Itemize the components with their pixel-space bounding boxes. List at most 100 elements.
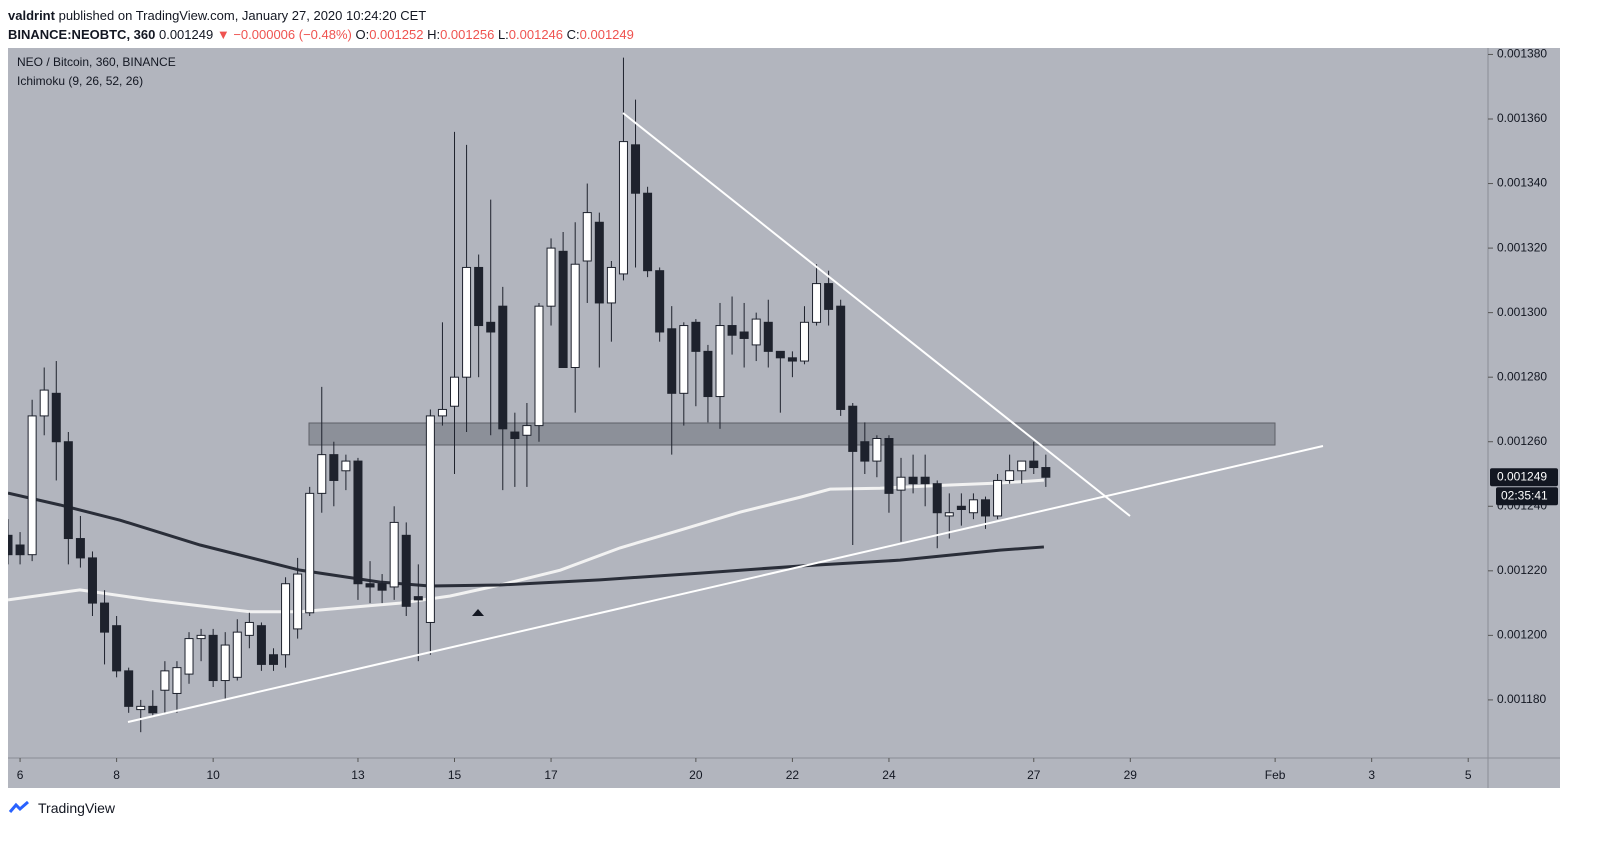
candle-body (437, 408, 447, 417)
candle-body (643, 192, 653, 272)
indicator-line (8, 491, 1045, 588)
footer: TradingView (8, 800, 115, 816)
candle-body (365, 583, 375, 588)
y-tick-label: 0.001340 (1497, 176, 1547, 190)
candle-body (112, 625, 122, 672)
resistance-zone (308, 422, 1276, 446)
candle-body (27, 415, 37, 556)
candle-body (1005, 470, 1015, 481)
candle-body (329, 454, 339, 481)
candle-body (908, 476, 918, 485)
publish-line: valdrint published on TradingView.com, J… (8, 6, 634, 25)
candle-body (268, 654, 278, 665)
candle-body (1029, 460, 1039, 469)
candle-body (462, 266, 472, 378)
last-price-label: 0.001249 (1497, 469, 1547, 483)
x-tick-label: 29 (1124, 768, 1138, 782)
drawings (127, 112, 1324, 723)
quote-line: BINANCE:NEOBTC, 360 0.001249 ▼ −0.000006… (8, 25, 634, 44)
candle-body (136, 705, 146, 711)
ohlc-h-value: 0.001256 (440, 27, 495, 42)
candle-body (570, 263, 580, 368)
candle-body (8, 534, 13, 556)
candle-body (389, 521, 399, 588)
candle-body (836, 305, 846, 410)
candle-body (244, 621, 254, 636)
candle-body (679, 325, 689, 394)
candle-body (932, 483, 942, 514)
change: ▼ −0.000006 (−0.48%) (216, 27, 352, 42)
y-tick-label: 0.001260 (1497, 434, 1547, 448)
candle-body (618, 141, 628, 275)
candle-body (498, 305, 508, 430)
symbol: BINANCE:NEOBTC, 360 (8, 27, 156, 42)
plot (8, 57, 1276, 733)
candle-body (184, 638, 194, 675)
candle-body (872, 438, 882, 462)
last: 0.001249 (158, 27, 214, 42)
candle-body (848, 405, 858, 452)
candle-body (582, 212, 592, 262)
candle-body (920, 476, 930, 485)
candle-body (196, 634, 206, 640)
candle-body (377, 583, 387, 591)
x-tick-label: 10 (206, 768, 220, 782)
candle-body (775, 350, 785, 359)
y-tick-label: 0.001300 (1497, 305, 1547, 319)
candle-body (787, 357, 797, 362)
candle-body (425, 415, 435, 623)
candle-body (317, 454, 327, 494)
countdown: 02:35:41 (1501, 488, 1548, 502)
ohlc-l-value: 0.001246 (508, 27, 564, 42)
y-tick-label: 0.001360 (1497, 111, 1547, 125)
candle-body (486, 321, 496, 333)
y-tick-label: 0.001180 (1497, 692, 1546, 706)
candle-body (956, 505, 966, 511)
candle-body (293, 573, 303, 630)
candle-body (124, 670, 134, 707)
candle-body (256, 625, 266, 665)
last-price-box (1490, 468, 1558, 487)
x-tick-label: Feb (1265, 768, 1286, 782)
candle-body (534, 305, 544, 427)
candle-body (172, 667, 182, 694)
x-tick-label: 17 (544, 768, 558, 782)
candle-body (353, 460, 363, 585)
candle-body (305, 492, 315, 614)
y-tick-label: 0.001380 (1497, 47, 1547, 61)
marker (472, 609, 484, 616)
candle-body (1017, 460, 1027, 472)
x-tick-label: 20 (689, 768, 703, 782)
candle-body (100, 602, 110, 633)
candle-body (896, 476, 906, 491)
x-tick-label: 24 (882, 768, 896, 782)
header: valdrint published on TradingView.com, J… (8, 6, 634, 44)
candle-body (860, 441, 870, 462)
ohlc-c-value: 0.001249 (579, 27, 634, 42)
candle-body (75, 538, 85, 559)
candle-body (281, 583, 291, 656)
candle-body (993, 479, 1003, 517)
candle-body (413, 596, 423, 601)
candle-body (715, 325, 725, 398)
y-tick-label: 0.001320 (1497, 240, 1547, 254)
candle-body (884, 438, 894, 494)
candle-body (546, 247, 556, 307)
candle-body (751, 318, 761, 346)
candle-body (558, 250, 568, 368)
candle-body (631, 144, 641, 194)
candle-body (968, 499, 978, 514)
x-tick-label: 27 (1027, 768, 1041, 782)
candle-body (232, 631, 242, 678)
candle-body (824, 283, 834, 310)
candle-body (739, 331, 749, 339)
logo (8, 800, 29, 813)
ohlc-o-value: 0.001252 (369, 27, 424, 42)
candle-body (655, 270, 665, 333)
ascending-trendline (127, 445, 1324, 723)
candle-body (703, 350, 713, 398)
candle-body (148, 705, 158, 714)
candle-body (341, 460, 351, 472)
